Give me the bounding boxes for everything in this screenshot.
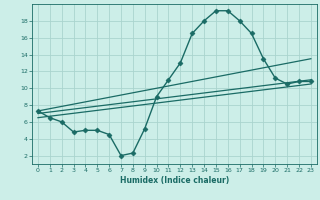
X-axis label: Humidex (Indice chaleur): Humidex (Indice chaleur) [120, 176, 229, 185]
